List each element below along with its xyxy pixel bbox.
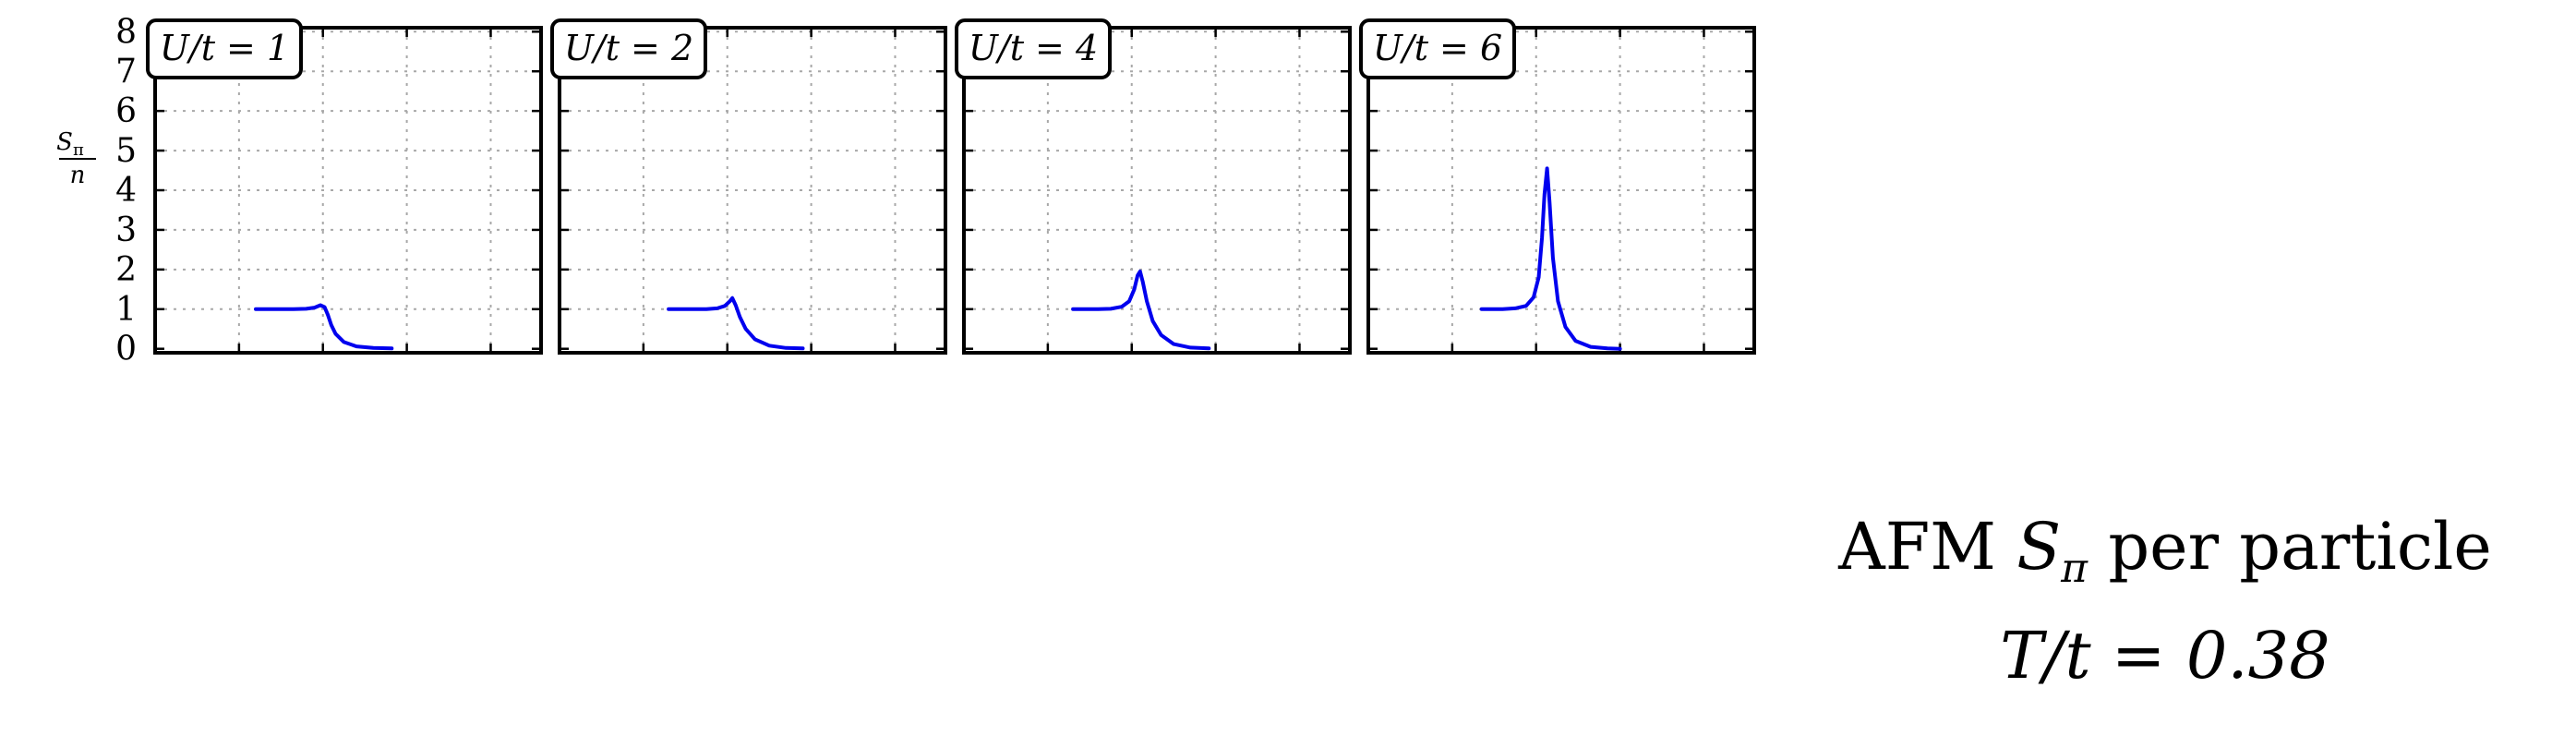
panel-label: U/t = 4 (955, 18, 1112, 79)
y-tick-label: 5 (115, 132, 137, 170)
panel-label-text: U/t = 2 (564, 28, 693, 68)
y-tick-label: 8 (115, 13, 137, 51)
panel-label-text: U/t = 4 (969, 28, 1098, 68)
y-axis-label: Sπ n (56, 128, 96, 189)
panel-frame (153, 26, 543, 355)
y-axis-label-subscript: π (73, 140, 84, 160)
y-axis-label-denominator: n (70, 162, 86, 189)
series-line (667, 296, 805, 351)
panel-label-text: U/t = 6 (1373, 28, 1502, 68)
caption-line-1: AFM Sπ per particle (1837, 509, 2492, 592)
panel-frame (962, 26, 1352, 355)
caption: AFM Sπ per particle T/t = 0.38 (1837, 509, 2492, 694)
panel-label: U/t = 2 (550, 18, 707, 79)
panel-label-box (955, 18, 1112, 79)
caption-subscript: π (2060, 545, 2088, 592)
panel-label-text: U/t = 1 (160, 28, 289, 68)
panel: U/t = 1 (146, 18, 543, 355)
panel: U/t = 6 (1359, 18, 1756, 355)
panels: U/t = 1 U/t = 2 U/t = 4 U/t = 6 (146, 18, 1756, 355)
caption-line-1-text: AFM (1837, 509, 2016, 585)
y-tick-label: 6 (115, 92, 137, 130)
caption-line-1-tail: per particle (2088, 509, 2492, 585)
panel-frame (558, 26, 947, 355)
panel: U/t = 4 (955, 18, 1352, 355)
y-tick-label: 1 (115, 291, 137, 329)
panel-label-box (146, 18, 303, 79)
series-line (254, 303, 394, 351)
y-tick-label: 3 (115, 211, 137, 249)
y-tick-label: 2 (115, 251, 137, 289)
y-axis-label-numerator: S (56, 128, 73, 156)
panel-label: U/t = 6 (1359, 18, 1516, 79)
panel-label-box (1359, 18, 1516, 79)
series-line (1479, 166, 1622, 351)
panel-frame (1366, 26, 1756, 355)
caption-symbol: S (2016, 509, 2061, 585)
y-tick-label: 4 (115, 172, 137, 210)
y-tick-label: 0 (115, 331, 137, 368)
series-line (1071, 270, 1211, 351)
panel: U/t = 2 (550, 18, 947, 355)
svg-text:Sπ: Sπ (56, 128, 84, 160)
y-tick-label: 7 (115, 53, 137, 90)
panel-label: U/t = 1 (146, 18, 303, 79)
panel-label-box (550, 18, 707, 79)
caption-line-2: T/t = 0.38 (2000, 618, 2329, 694)
